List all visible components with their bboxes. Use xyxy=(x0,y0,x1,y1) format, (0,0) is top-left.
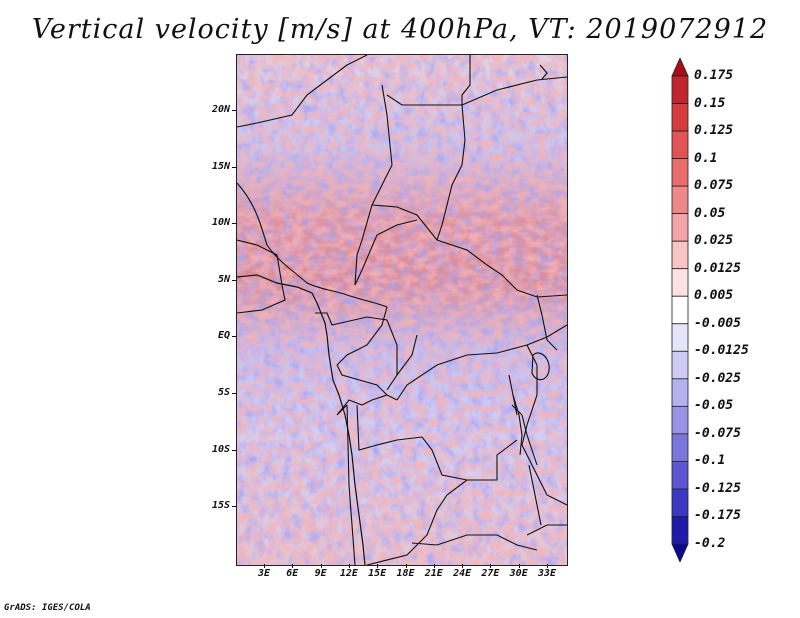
latitude-tick xyxy=(232,506,236,508)
colorbar-label: -0.2 xyxy=(694,536,726,551)
latitude-label: 15S xyxy=(211,500,230,512)
colorbar-swatch xyxy=(671,543,689,562)
colorbar-label: -0.075 xyxy=(694,425,741,441)
colorbar-label: -0.1 xyxy=(694,453,726,469)
colorbar-swatch xyxy=(671,268,689,297)
country-borders xyxy=(237,55,567,565)
longitude-label: 12E xyxy=(339,568,358,579)
colorbar-label: 0.005 xyxy=(694,288,734,304)
colorbar-swatch xyxy=(671,158,689,187)
longitude-label: 3E xyxy=(257,568,271,579)
colorbar-swatch xyxy=(671,433,689,462)
colorbar-label: -0.175 xyxy=(694,508,741,524)
longitude-label: 18E xyxy=(396,568,415,579)
latitude-tick xyxy=(232,449,236,451)
longitude-tick xyxy=(518,564,520,568)
latitude-tick xyxy=(232,223,236,225)
longitude-label: 9E xyxy=(314,568,327,579)
colorbar-swatch xyxy=(671,240,689,270)
longitude-label: 33E xyxy=(537,568,557,579)
lakes xyxy=(508,64,550,526)
colorbar-swatch xyxy=(671,378,689,407)
colorbar-label: 0.15 xyxy=(694,95,726,111)
longitude-tick xyxy=(377,564,379,568)
colorbar-swatch xyxy=(671,516,689,545)
latitude-tick xyxy=(232,166,236,168)
longitude-tick xyxy=(405,564,407,568)
colorbar-swatch xyxy=(671,185,689,215)
map-panel xyxy=(236,54,568,566)
longitude-tick xyxy=(462,564,464,568)
latitude-tick xyxy=(232,336,236,338)
colorbar-swatch xyxy=(671,488,689,517)
longitude-tick xyxy=(348,564,350,568)
latitude-label: 15N xyxy=(211,160,230,172)
colorbar-label: -0.025 xyxy=(694,370,741,386)
colorbar-label: -0.005 xyxy=(694,315,741,331)
vertical-velocity-field xyxy=(237,55,567,565)
longitude-label: 21E xyxy=(424,568,443,579)
colorbar-swatch xyxy=(671,213,689,242)
colorbar-label: 0.05 xyxy=(694,205,726,221)
colorbar-swatch xyxy=(671,350,689,380)
colorbar xyxy=(671,58,689,562)
colorbar-swatch xyxy=(671,461,689,490)
latitude-label: 10N xyxy=(211,217,230,229)
colorbar-label: 0.0125 xyxy=(694,260,741,276)
longitude-tick xyxy=(292,564,294,568)
colorbar-swatch xyxy=(671,103,689,132)
colorbar-swatch xyxy=(671,405,689,435)
colorbar-label: 0.125 xyxy=(694,123,734,139)
colorbar-label: 0.1 xyxy=(694,150,718,166)
latitude-label: 10S xyxy=(211,443,230,455)
colorbar-label: -0.05 xyxy=(694,398,734,414)
colorbar-label: 0.025 xyxy=(694,233,734,249)
longitude-tick xyxy=(264,564,265,568)
longitude-tick xyxy=(320,564,322,568)
latitude-label: 20N xyxy=(211,104,230,115)
longitude-tick xyxy=(490,564,492,568)
latitude-tick xyxy=(232,393,236,394)
latitude-tick xyxy=(232,279,236,281)
colorbar-swatch xyxy=(671,130,689,159)
longitude-label: 6E xyxy=(286,568,299,579)
credit-text: GrADS: IGES/COLA xyxy=(4,603,91,613)
colorbar-label: 0.075 xyxy=(694,178,734,194)
longitude-label: 15E xyxy=(368,568,387,579)
coastline xyxy=(237,274,366,565)
longitude-label: 27E xyxy=(481,568,500,579)
latitude-label: 5S xyxy=(217,387,230,398)
latitude-label: EQ xyxy=(217,330,230,342)
colorbar-swatch xyxy=(671,323,689,352)
colorbar-label: -0.0125 xyxy=(694,343,749,359)
colorbar-swatch xyxy=(671,295,689,325)
colorbar-swatch xyxy=(671,58,689,77)
colorbar-label: -0.125 xyxy=(694,480,741,496)
latitude-tick xyxy=(232,110,236,111)
longitude-label: 24E xyxy=(453,568,472,579)
chart-title: Vertical velocity [m/s] at 400hPa, VT: 2… xyxy=(31,14,769,45)
field-noise-pattern xyxy=(237,55,567,565)
latitude-label: 5N xyxy=(217,273,230,285)
longitude-label: 30E xyxy=(509,568,528,579)
colorbar-swatch xyxy=(671,75,689,104)
colorbar-label: 0.175 xyxy=(694,68,734,83)
longitude-tick xyxy=(433,564,435,568)
longitude-tick xyxy=(547,564,548,568)
